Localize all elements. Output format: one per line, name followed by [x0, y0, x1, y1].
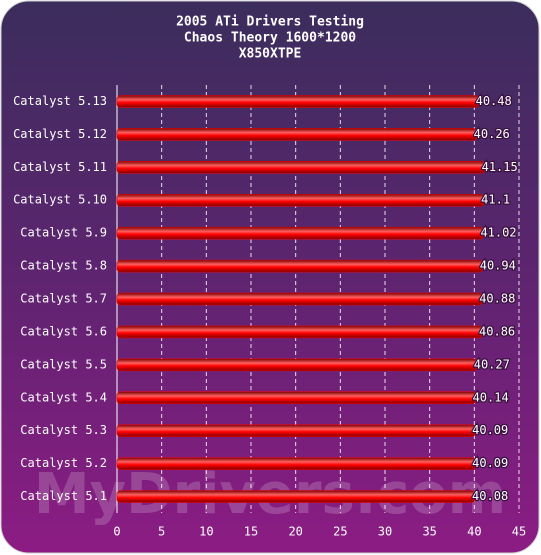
y-tick-label: Catalyst 5.2: [20, 456, 107, 470]
y-tick-label: Catalyst 5.1: [20, 489, 107, 503]
value-label: 40.26: [474, 127, 510, 141]
value-label: 40.88: [479, 292, 515, 306]
bar: [116, 358, 477, 372]
bar: [116, 161, 485, 174]
y-tick-label: Catalyst 5.9: [20, 226, 107, 240]
value-label: 40.48: [476, 94, 512, 108]
x-tick-label: 20: [288, 525, 302, 539]
value-label: 40.09: [472, 423, 508, 437]
bar: [116, 226, 484, 240]
y-tick-label: Catalyst 5.5: [20, 357, 107, 371]
value-label: 40.94: [480, 259, 516, 273]
y-tick-label: Catalyst 5.4: [20, 390, 107, 404]
value-label: 40.08: [472, 489, 508, 503]
value-label: 40.27: [474, 357, 510, 371]
chart-subtitle: Chaos Theory 1600*1200: [184, 31, 356, 46]
x-tick-label: 45: [512, 525, 526, 539]
bar: [116, 128, 477, 141]
bar: [116, 193, 485, 207]
y-tick-label: Catalyst 5.7: [20, 292, 107, 306]
y-tick-label: Catalyst 5.11: [13, 160, 107, 174]
x-tick-label: 25: [333, 525, 347, 539]
chart-title: 2005 ATi Drivers Testing: [176, 15, 364, 30]
x-tick-label: 10: [199, 525, 213, 539]
value-label: 40.09: [472, 456, 508, 470]
bar: [116, 95, 479, 108]
y-tick-label: Catalyst 5.3: [20, 423, 107, 437]
y-tick-label: Catalyst 5.10: [13, 193, 107, 207]
bar: [116, 391, 476, 405]
bar: [116, 424, 476, 437]
value-label: 41.15: [482, 160, 518, 174]
y-tick-label: Catalyst 5.8: [20, 259, 107, 273]
x-tick-label: 0: [113, 525, 120, 539]
bar: [116, 259, 483, 273]
value-label: 41.1: [481, 193, 510, 207]
x-tick-label: 35: [422, 525, 436, 539]
y-tick-label: Catalyst 5.6: [20, 324, 107, 338]
bar: [116, 292, 483, 306]
x-tick-label: 40: [467, 525, 481, 539]
value-label: 40.86: [479, 324, 515, 338]
value-label: 40.14: [473, 390, 509, 404]
y-tick-label: Catalyst 5.12: [13, 127, 107, 141]
x-tick-label: 30: [378, 525, 392, 539]
x-tick-label: 15: [244, 525, 258, 539]
y-tick-label: Catalyst 5.13: [13, 94, 107, 108]
value-label: 41.02: [480, 226, 516, 240]
chart-subtitle: X850XTPE: [239, 47, 302, 62]
bar: [116, 490, 476, 503]
bar: [116, 457, 476, 470]
x-tick-label: 5: [158, 525, 165, 539]
bar: [116, 325, 483, 339]
